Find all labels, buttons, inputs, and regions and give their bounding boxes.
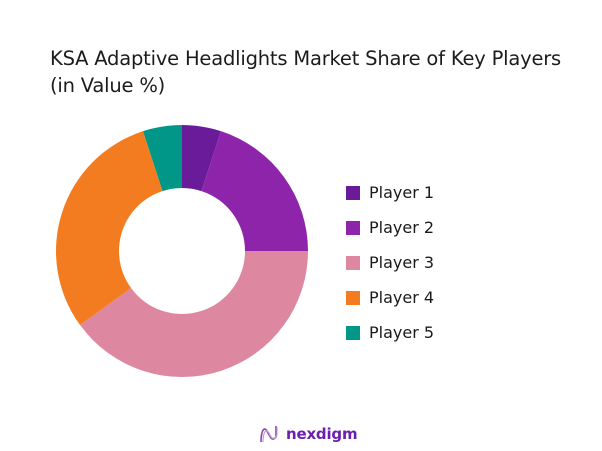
- donut-slice-player-4: [55, 131, 163, 326]
- donut-slice-player-1: [182, 125, 221, 192]
- logo-text: nexdigm: [286, 425, 358, 443]
- chart-title: KSA Adaptive Headlights Market Share of …: [50, 45, 561, 99]
- legend-label: Player 3: [369, 253, 435, 272]
- legend-item-player-3: Player 3: [346, 245, 434, 280]
- donut-slice-player-2: [201, 131, 308, 251]
- legend-swatch: [346, 255, 360, 270]
- legend-item-player-1: Player 1: [346, 175, 434, 210]
- donut-slice-player-3: [80, 251, 308, 378]
- legend-label: Player 5: [369, 323, 435, 342]
- legend-label: Player 4: [369, 288, 435, 307]
- legend-item-player-5: Player 5: [346, 315, 434, 350]
- legend-swatch: [346, 220, 360, 235]
- nexdigm-wave-icon: [260, 426, 278, 443]
- donut-slice-player-5: [143, 125, 182, 192]
- chart-legend: Player 1 Player 2 Player 3 Player 4 Play…: [346, 175, 434, 350]
- legend-swatch: [346, 325, 360, 340]
- donut-slices: [55, 125, 308, 378]
- nexdigm-logo: nexdigm: [258, 423, 358, 445]
- chart-title-line2: (in Value %): [50, 74, 166, 97]
- legend-label: Player 2: [369, 218, 435, 237]
- chart-title-line1: KSA Adaptive Headlights Market Share of …: [50, 47, 562, 70]
- legend-swatch: [346, 290, 360, 305]
- legend-swatch: [346, 185, 360, 200]
- legend-item-player-4: Player 4: [346, 280, 434, 315]
- legend-label: Player 1: [369, 183, 435, 202]
- legend-item-player-2: Player 2: [346, 210, 434, 245]
